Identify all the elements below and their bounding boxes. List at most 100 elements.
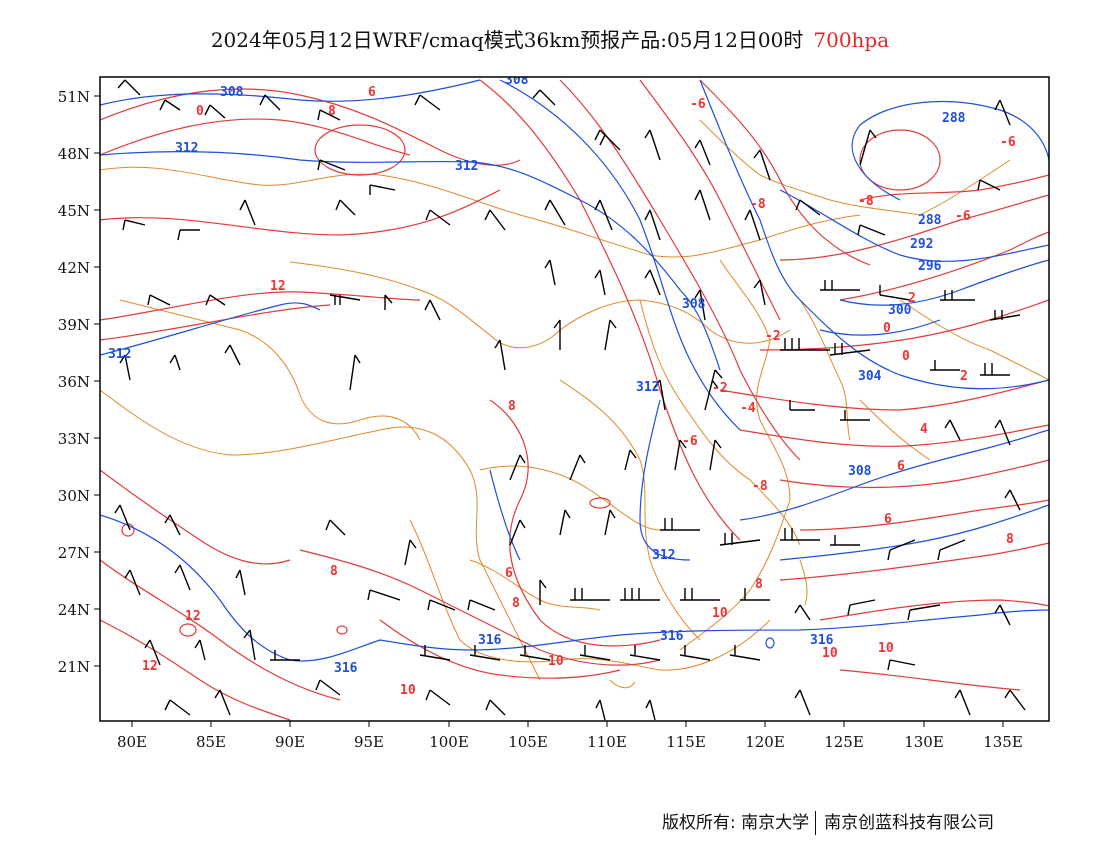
wind-barb [315, 679, 341, 696]
isotherm [100, 619, 291, 721]
height-label: 308 [848, 464, 872, 479]
height-contour [499, 79, 741, 431]
wind-barb [753, 279, 766, 306]
copyright-footer: 版权所有: 南京大学 南京创蓝科技有限公司 [662, 808, 994, 835]
lon-tick-label: 115E [666, 733, 706, 751]
height-label: 296 [918, 259, 942, 274]
temp-label: 10 [712, 606, 728, 621]
isotherm [779, 542, 1049, 581]
wind-barbs [114, 79, 1026, 721]
height-contour-closed [765, 637, 775, 649]
wind-barb [829, 343, 871, 356]
temp-label: -8 [858, 194, 874, 209]
lon-tick-label: 100E [429, 733, 469, 751]
temp-label: 12 [185, 609, 201, 624]
wind-barb [509, 454, 526, 481]
temperature-labels: 0 8 6 -6 -8 -6 -8 -6 12 -2 0 0 -2 -4 2 4… [142, 85, 1016, 698]
boundary-lines [100, 119, 1049, 689]
lon-tick-label: 125E [824, 733, 864, 751]
wind-barb [830, 535, 860, 546]
wind-barb [629, 645, 661, 661]
wind-barb [780, 528, 820, 541]
boundary-coast [679, 259, 791, 651]
wind-barb [847, 599, 876, 616]
height-label: 312 [108, 347, 131, 362]
height-contour [699, 79, 1049, 390]
wind-barb [794, 689, 811, 716]
wind-barb [329, 294, 361, 305]
wind-barb [930, 360, 960, 371]
temp-label: -2 [765, 329, 781, 344]
wind-barb [694, 189, 711, 221]
temp-label: 4 [920, 422, 928, 437]
wind-barb [164, 514, 181, 536]
wind-barb [270, 650, 300, 661]
wind-barb [660, 518, 700, 531]
wind-barb [595, 699, 606, 721]
chart-title: 2024年05月12日WRF/cmaq模式36km预报产品:05月12日00时 7… [0, 24, 1100, 53]
wind-barb [887, 539, 916, 561]
wind-barb [519, 645, 551, 661]
wind-barb [795, 199, 821, 216]
wind-barb [887, 659, 916, 671]
temp-label: 8 [328, 104, 336, 119]
wind-barb [840, 410, 870, 421]
wind-barb [204, 104, 226, 119]
isotherm [779, 194, 1049, 261]
isotherm-closed [179, 623, 197, 637]
temp-label: 8 [512, 596, 520, 611]
boundary-taiwan [799, 559, 808, 606]
boundary-hainan [609, 679, 636, 689]
height-contour [100, 514, 1049, 662]
wind-barb [124, 569, 141, 596]
copyright-company: 南京创蓝科技有限公司 [824, 813, 995, 833]
wind-barb [369, 184, 396, 195]
height-contour [739, 429, 1049, 521]
lat-tick-label: 33N [58, 430, 90, 448]
wind-barb [122, 219, 146, 231]
boundary-yunnan [469, 559, 601, 611]
wind-barb [569, 454, 586, 481]
isotherm [299, 549, 661, 666]
isotherm [859, 174, 1049, 201]
copyright-owner: 版权所有: 南京大学 [662, 813, 810, 833]
wind-barb [954, 689, 971, 716]
lat-tick-label: 21N [58, 658, 90, 676]
wind-barb [857, 224, 886, 236]
height-label: 288 [918, 213, 942, 228]
wind-barb [259, 94, 281, 111]
temperature-contours [100, 79, 1049, 721]
boundary-tibet [100, 389, 541, 681]
wind-barb [424, 299, 441, 321]
temp-label: 6 [897, 459, 905, 474]
temp-label: 8 [330, 564, 338, 579]
wind-barb [425, 689, 451, 706]
height-label: 316 [334, 661, 358, 676]
wind-barb [940, 290, 975, 301]
lat-tick-label: 42N [58, 259, 90, 277]
wind-barb [989, 310, 1021, 321]
wind-barb [404, 539, 417, 566]
height-contour [100, 79, 481, 106]
lon-tick-label: 105E [508, 733, 548, 751]
wind-barb [544, 259, 556, 286]
isotherm [489, 399, 661, 647]
lon-tick-label: 80E [117, 733, 147, 751]
boundary-east [639, 299, 801, 546]
wind-barb [469, 645, 501, 661]
wind-barb [147, 294, 171, 306]
isotherm [100, 189, 501, 236]
wind-barb [620, 588, 660, 601]
title-main: 2024年05月12日WRF/cmaq模式36km预报产品:05月12日00时 [210, 28, 804, 52]
isotherm [779, 459, 1049, 489]
wind-barb [425, 209, 451, 226]
lat-tick-label: 48N [58, 145, 90, 163]
wind-barb [679, 645, 711, 661]
wind-barb [243, 629, 256, 661]
wind-barb [879, 285, 911, 301]
lon-tick-label: 130E [904, 733, 944, 751]
wind-barb [539, 579, 547, 605]
wind-barb [144, 639, 161, 666]
wind-barb [644, 209, 661, 241]
height-label: 300 [888, 303, 912, 318]
